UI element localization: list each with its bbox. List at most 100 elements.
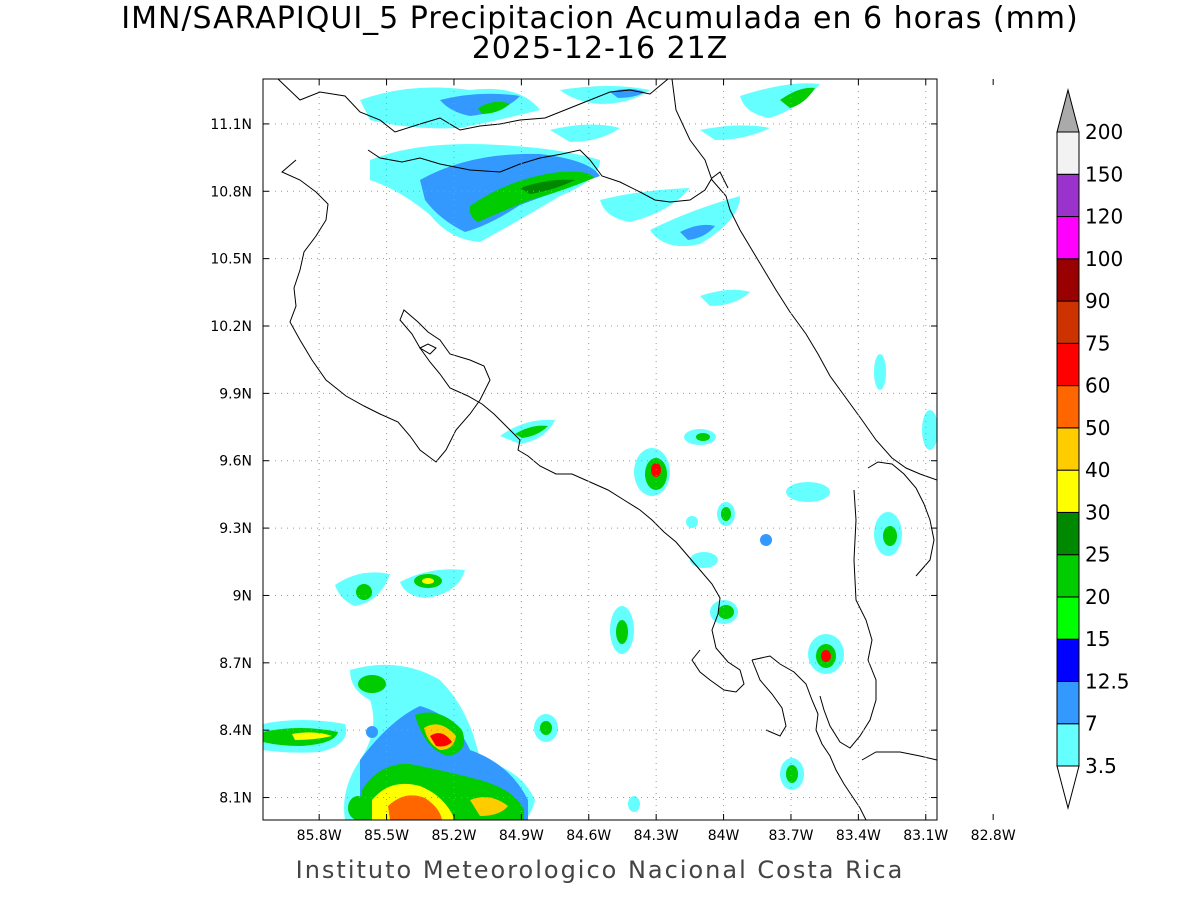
precip-cell xyxy=(651,463,661,477)
coastline-panama-caribbean xyxy=(867,461,935,577)
tick-label-lat: 9.9N xyxy=(219,386,252,402)
colorbar-label: 7 xyxy=(1085,712,1098,736)
colorbar-label: 100 xyxy=(1085,247,1123,271)
colorbar-upper-triangle xyxy=(1056,88,1080,133)
tick-label-lat: 10.8N xyxy=(210,184,252,200)
precip-cell xyxy=(874,354,886,390)
tick-label-lon: 84W xyxy=(708,828,740,844)
precip-cell xyxy=(478,101,510,114)
tick-label-lat: 8.7N xyxy=(219,656,252,672)
colorbar-label: 20 xyxy=(1085,585,1110,609)
precip-cell xyxy=(440,93,520,116)
colorbar-label: 90 xyxy=(1085,289,1110,313)
colorbar-label: 30 xyxy=(1085,500,1110,524)
tick-label-lon: 85.8W xyxy=(297,828,342,844)
precip-cell xyxy=(821,650,831,662)
colorbar-segment xyxy=(1056,258,1080,302)
map-subtitle-datetime: 2025-12-16 21Z xyxy=(471,31,729,66)
colorbar-label: 12.5 xyxy=(1085,669,1130,693)
colorbar-segment xyxy=(1056,216,1080,260)
tick-label-lat: 8.4N xyxy=(219,723,252,739)
colorbar-segment xyxy=(1056,680,1080,725)
precip-cell xyxy=(366,726,378,738)
tick-label-lon: 83.4W xyxy=(836,828,881,844)
colorbar-label: 120 xyxy=(1085,205,1123,229)
map-frame xyxy=(262,78,938,821)
tick-label-lon: 83.1W xyxy=(903,828,948,844)
precip-cell xyxy=(786,482,830,502)
precip-cell xyxy=(786,765,798,783)
coastline-golfito xyxy=(751,659,787,737)
precip-cell xyxy=(616,620,628,644)
precip-cell xyxy=(922,410,937,450)
precip-cell xyxy=(470,797,508,816)
precip-cell xyxy=(721,507,731,521)
map-gridlines xyxy=(263,79,937,820)
colorbar-label: 150 xyxy=(1085,162,1123,186)
map-axes: 85.8W 85.5W 85.2W 84.9W 84.6W 84.3W 84W 83.7W 83… xyxy=(210,79,1016,844)
tick-label-lon: 85.5W xyxy=(364,828,409,844)
map-title: IMN/SARAPIQUI_5 Precipitacion Acumulada … xyxy=(121,1,1079,36)
colorbar-segment xyxy=(1056,554,1080,598)
colorbar-label: 15 xyxy=(1085,627,1110,651)
map-panel xyxy=(263,79,937,820)
precip-cell xyxy=(422,578,434,584)
colorbar-label: 40 xyxy=(1085,458,1110,482)
border-panama xyxy=(819,489,877,749)
precip-cell xyxy=(650,196,740,247)
tick-label-lon: 82.8W xyxy=(971,828,1016,844)
island-chira xyxy=(418,343,437,355)
tick-label-lat: 8.1N xyxy=(219,791,252,807)
colorbar-label: 25 xyxy=(1085,543,1110,567)
precip-cell xyxy=(358,675,386,693)
precip-cell xyxy=(680,224,715,240)
precip-cell xyxy=(690,552,718,568)
colorbar: 3.5 7 12.5 15 20 25 30 40 50 60 75 90 100 120 150 200 xyxy=(1056,88,1130,810)
colorbar-label: 200 xyxy=(1085,120,1123,144)
colorbar-segment xyxy=(1056,511,1080,556)
tick-label-lat: 10.5N xyxy=(210,252,252,268)
tick-label-lat: 9N xyxy=(233,588,252,604)
colorbar-segment xyxy=(1056,342,1080,387)
precip-cell xyxy=(628,796,640,812)
colorbar-segment xyxy=(1056,723,1080,767)
precip-cell xyxy=(430,733,452,747)
precip-cell xyxy=(700,289,750,306)
precip-cell xyxy=(388,795,442,820)
precip-cell xyxy=(520,179,575,194)
precip-cell xyxy=(718,605,734,619)
colorbar-label: 75 xyxy=(1085,331,1110,355)
colorbar-segment xyxy=(1056,300,1080,344)
precip-cell xyxy=(696,433,710,441)
precip-cell xyxy=(550,124,620,142)
coastline-pacific-north xyxy=(277,79,669,133)
precip-cell xyxy=(540,721,552,735)
precip-cell xyxy=(760,534,772,546)
tick-label-lon: 84.9W xyxy=(499,828,544,844)
colorbar-label: 50 xyxy=(1085,416,1110,440)
colorbar-segment xyxy=(1056,173,1080,218)
coastline-caribbean xyxy=(671,79,937,481)
tick-label-lat: 9.3N xyxy=(219,521,252,537)
colorbar-lower-triangle xyxy=(1056,765,1080,810)
precip-cell xyxy=(700,125,770,140)
colorbar-label: 60 xyxy=(1085,374,1110,398)
tick-label-lon: 83.7W xyxy=(768,828,813,844)
precip-cell xyxy=(686,516,698,528)
tick-label-lat: 9.6N xyxy=(219,454,252,470)
tick-label-lon: 84.6W xyxy=(566,828,611,844)
colorbar-segment xyxy=(1056,385,1080,429)
colorbar-label: 3.5 xyxy=(1085,754,1117,778)
colorbar-segment xyxy=(1056,469,1080,513)
tick-label-lon: 84.3W xyxy=(634,828,679,844)
colorbar-segment xyxy=(1056,638,1080,682)
credit-footer: Instituto Meteorologico Nacional Costa R… xyxy=(295,856,905,884)
precip-cell xyxy=(356,584,372,600)
colorbar-segment xyxy=(1056,427,1080,471)
precip-cell xyxy=(348,796,368,820)
tick-label-lat: 11.1N xyxy=(210,117,252,133)
border-nicaragua xyxy=(367,149,729,203)
precip-cell xyxy=(292,732,332,740)
precip-cell xyxy=(600,188,690,222)
